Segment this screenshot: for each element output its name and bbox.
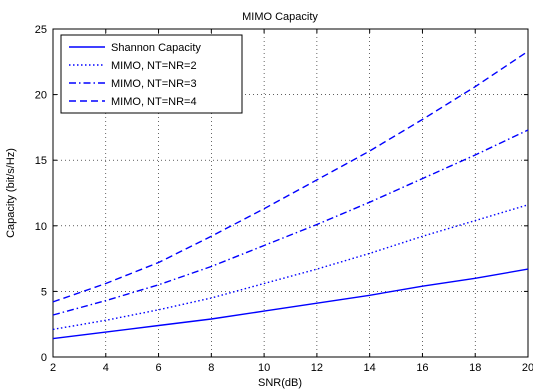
x-tick-label: 2 [50, 362, 56, 374]
y-tick-label: 0 [41, 352, 47, 364]
legend-box [60, 34, 243, 114]
x-tick-label: 8 [208, 362, 214, 374]
x-tick-label: 18 [469, 362, 481, 374]
legend: Shannon Capacity MIMO, NT=NR=2 MIMO, NT=NR… [60, 34, 243, 114]
y-axis-label: Capacity (bit/s/Hz) [5, 148, 17, 238]
y-tick-label: 25 [35, 24, 47, 36]
series-line [52, 204, 529, 331]
y-tick-label: 20 [35, 90, 47, 102]
y-tick-label: 5 [41, 286, 47, 298]
x-tick-label: 10 [258, 362, 270, 374]
series-line [52, 268, 529, 340]
axes-box [52, 28, 529, 358]
x-tick-label: 12 [311, 362, 323, 374]
legend-label: MIMO, NT=NR=2 [111, 60, 197, 72]
axes: 2 4 6 8 10 12 14 16 18 20 0 5 10 15 20 25 [35, 24, 533, 374]
legend-label: Shannon Capacity [111, 42, 201, 54]
x-tick-label: 20 [522, 362, 533, 374]
series-line [52, 129, 529, 316]
x-tick-label: 6 [155, 362, 161, 374]
x-tick-label: 16 [416, 362, 428, 374]
y-tick-label: 15 [35, 155, 47, 167]
y-tick-label: 10 [35, 221, 47, 233]
legend-label: MIMO, NT=NR=4 [111, 96, 197, 108]
x-tick-label: 4 [103, 362, 109, 374]
series-lines [52, 50, 529, 340]
legend-label: MIMO, NT=NR=3 [111, 78, 197, 90]
x-tick-label: 14 [364, 362, 376, 374]
series-line [52, 50, 529, 303]
x-axis-label: SNR(dB) [258, 377, 302, 389]
chart-title: MIMO Capacity [242, 11, 318, 23]
